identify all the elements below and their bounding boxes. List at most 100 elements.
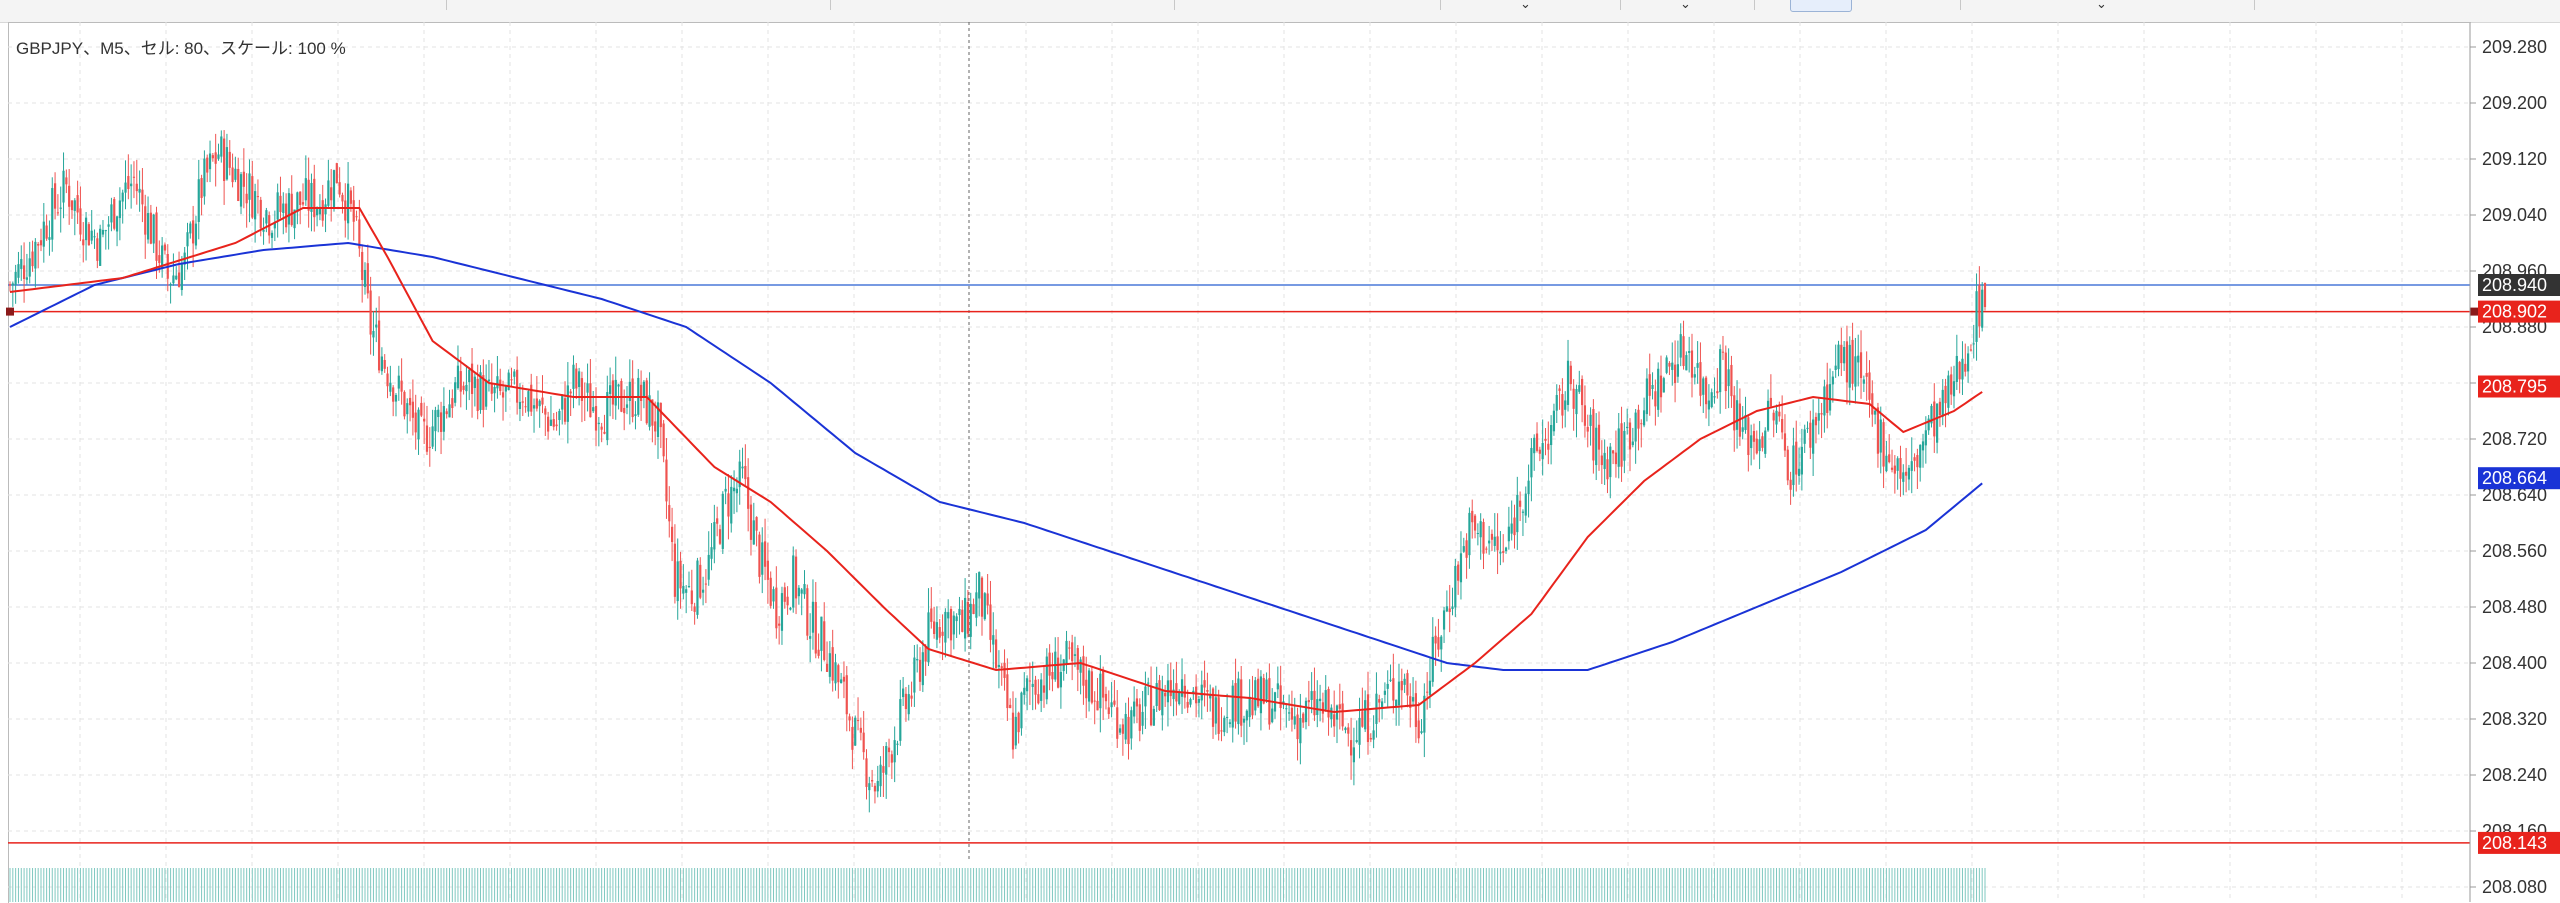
chevron-down-icon[interactable]: ⌄: [1520, 0, 1531, 11]
candle-body: [1076, 648, 1079, 670]
candle-body: [1496, 536, 1499, 551]
candle-body: [408, 397, 412, 406]
candle-body: [493, 386, 496, 394]
candle-body: [434, 410, 437, 432]
candle-body: [769, 577, 772, 606]
candle-body: [180, 264, 183, 291]
candle-body: [561, 394, 564, 410]
candle-body: [913, 657, 916, 693]
candle-body: [1631, 441, 1634, 446]
candle-body: [597, 422, 600, 425]
candle-body: [997, 664, 1001, 668]
chart-area[interactable]: [8, 22, 2469, 903]
candle-body: [155, 212, 158, 261]
candle-body: [1879, 419, 1882, 453]
candle-body: [1682, 336, 1685, 366]
candle-body: [1127, 716, 1130, 745]
candle-body: [747, 477, 750, 509]
candle-body: [118, 200, 121, 219]
toolbar-button[interactable]: [450, 0, 831, 10]
candle-body: [262, 229, 265, 232]
chevron-down-icon[interactable]: ⌄: [2096, 0, 2107, 11]
candle-body: [301, 202, 305, 205]
candle-body: [479, 372, 482, 410]
toolbar-toggle-button[interactable]: [1790, 0, 1852, 12]
candle-body: [549, 419, 553, 426]
candle-body: [662, 423, 665, 457]
candle-body: [1800, 446, 1803, 475]
candle-body: [670, 526, 674, 543]
candle-body: [341, 194, 344, 202]
volume-bars: [9, 868, 1986, 902]
candle-body: [377, 320, 381, 371]
candle-body: [121, 192, 124, 202]
candle-body: [800, 589, 803, 594]
candle-body: [65, 177, 68, 185]
candle-body: [163, 244, 167, 251]
candle-body: [1795, 441, 1798, 475]
axis-tick-label: 209.040: [2482, 205, 2547, 225]
candle-body: [1482, 522, 1485, 554]
candle-body: [1234, 683, 1237, 722]
candle-body: [721, 493, 724, 549]
candle-body: [1152, 708, 1155, 726]
candle-body: [285, 203, 288, 228]
candle-body: [1859, 352, 1863, 379]
candle-body: [208, 153, 212, 170]
candle-body: [1862, 379, 1865, 384]
candle-body: [589, 383, 592, 418]
candle-body: [161, 245, 164, 268]
candle-body: [400, 380, 403, 392]
candle-body: [251, 176, 254, 218]
candle-body: [603, 431, 606, 434]
price-tag-label: 208.795: [2482, 377, 2547, 397]
candle-body: [1079, 659, 1082, 673]
candle-body: [676, 561, 679, 602]
chart-title: GBPJPY、M5、セル: 80、スケール: 100 %: [16, 39, 346, 58]
candle-body: [1654, 391, 1657, 407]
candle-body: [1676, 364, 1680, 377]
candle-body: [1465, 540, 1468, 558]
candle-body: [14, 271, 17, 285]
candle-body: [1437, 637, 1440, 650]
candle-body: [524, 406, 527, 408]
candle-body: [828, 653, 831, 677]
candle-body: [1921, 441, 1925, 451]
toolbar-button[interactable]: [1444, 0, 1621, 10]
candle-body: [324, 204, 327, 215]
candle-body: [772, 589, 775, 602]
candle-body: [192, 220, 195, 244]
candle-body: [879, 764, 882, 787]
candle-body: [96, 238, 99, 261]
candle-body: [775, 587, 778, 629]
toolbar-button[interactable]: [1624, 0, 1755, 10]
toolbar-button[interactable]: [1870, 0, 1961, 10]
candle-body: [682, 585, 685, 594]
candle-body: [423, 418, 426, 422]
toolbar-button[interactable]: [1964, 0, 2255, 10]
toolbar-button[interactable]: [834, 0, 1175, 10]
candle-body: [1186, 701, 1189, 708]
chevron-down-icon[interactable]: ⌄: [1680, 0, 1691, 11]
toolbar-button[interactable]: [1180, 0, 1441, 10]
candle-body: [84, 217, 88, 241]
toolbar-button[interactable]: [236, 0, 447, 10]
candle-body: [1504, 547, 1508, 552]
candle-body: [403, 391, 406, 417]
candle-body: [876, 781, 879, 792]
candle-body: [1451, 606, 1454, 610]
candle-body: [978, 572, 981, 599]
candle-body: [487, 379, 491, 382]
candle-body: [628, 381, 631, 401]
candle-body: [321, 200, 324, 221]
candle-body: [101, 229, 105, 235]
candle-body: [1696, 363, 1699, 368]
candle-body: [851, 727, 854, 750]
candle-body: [1761, 436, 1764, 448]
candle-body: [1442, 610, 1446, 630]
candle-body: [1707, 400, 1710, 410]
candle-body: [1468, 512, 1471, 556]
candle-body: [1330, 707, 1333, 720]
candle-body: [673, 543, 677, 597]
